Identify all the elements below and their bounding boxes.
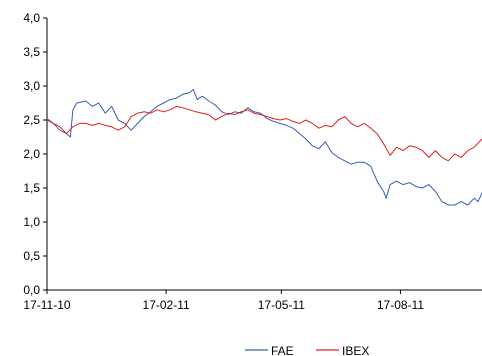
x-tick-label: 17-05-11 bbox=[258, 298, 305, 312]
series-layer bbox=[46, 88, 482, 206]
y-ticks: 0,0 0,5 1,0 1,5 2,0 2,5 3,0 3,5 4,0 bbox=[23, 11, 47, 297]
y-tick-label: 1,5 bbox=[23, 181, 40, 195]
x-tick-label: 17-11-10 bbox=[23, 298, 70, 312]
x-tick-label: 17-08-11 bbox=[377, 298, 424, 312]
y-tick-label: 2,0 bbox=[23, 147, 40, 161]
y-tick-label: 1,0 bbox=[23, 215, 40, 229]
y-tick-label: 3,0 bbox=[23, 79, 40, 93]
y-tick-label: 4,0 bbox=[23, 11, 40, 25]
series-line-ibex bbox=[46, 105, 482, 162]
x-ticks: 17-11-10 17-02-11 17-05-11 17-08-11 bbox=[23, 290, 424, 312]
y-tick-label: 3,5 bbox=[23, 45, 40, 59]
axes bbox=[46, 18, 482, 291]
x-tick-label: 17-02-11 bbox=[143, 298, 190, 312]
y-tick-label: 0,5 bbox=[23, 249, 40, 263]
legend: FAE IBEX bbox=[245, 344, 369, 356]
legend-label-fae: FAE bbox=[271, 344, 294, 356]
legend-label-ibex: IBEX bbox=[342, 344, 369, 356]
y-tick-label: 0,0 bbox=[23, 283, 40, 297]
y-tick-label: 2,5 bbox=[23, 113, 40, 127]
